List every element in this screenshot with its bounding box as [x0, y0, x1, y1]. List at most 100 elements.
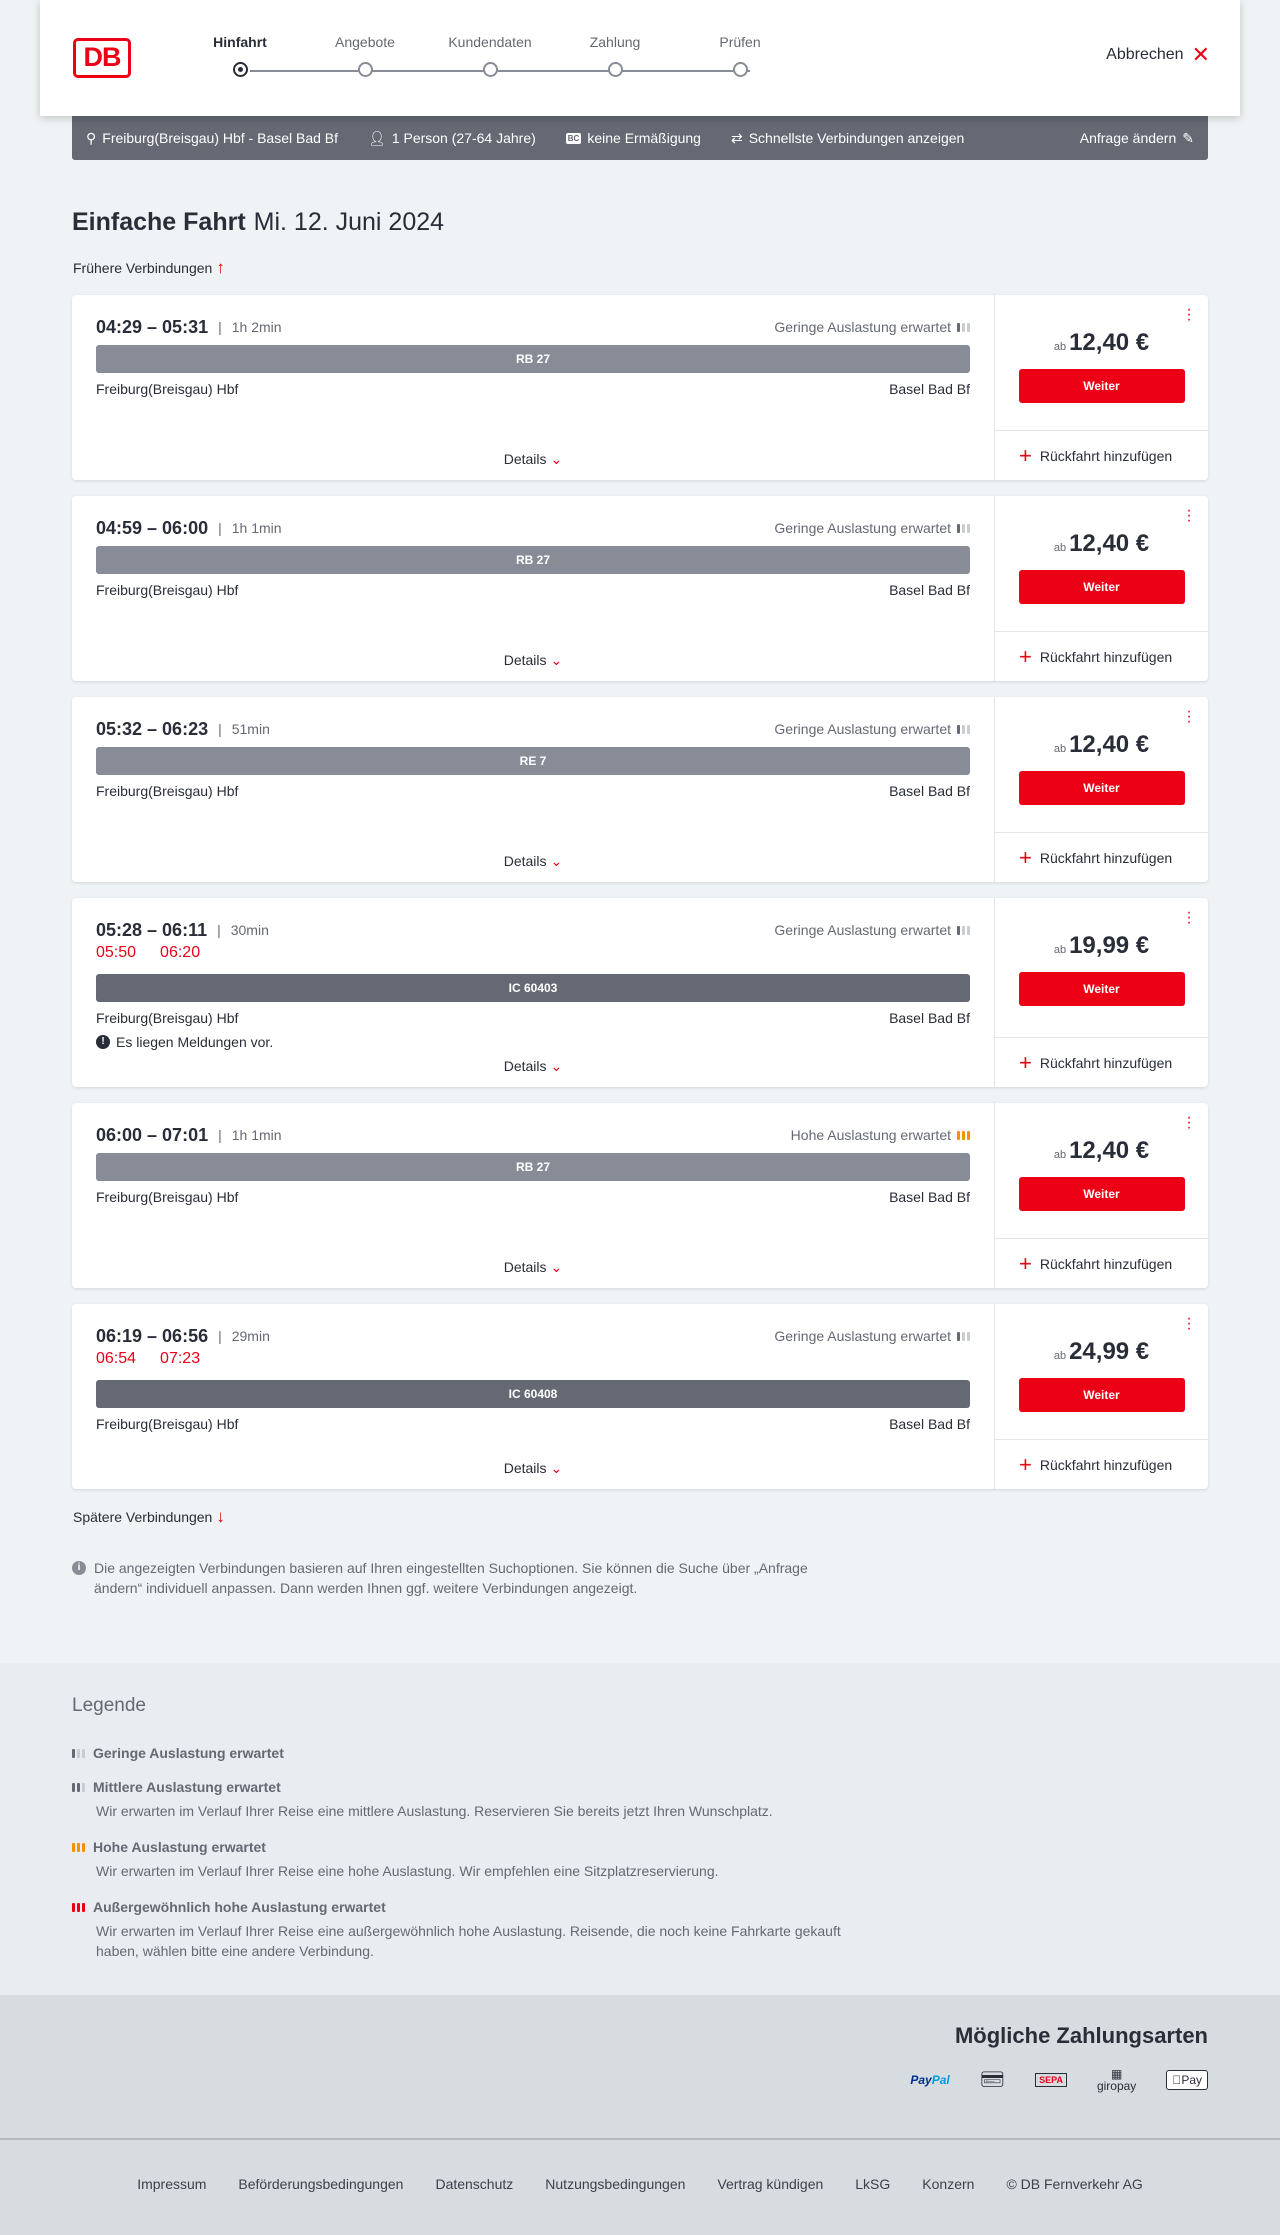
more-options-icon[interactable]: · · · — [1186, 301, 1192, 328]
more-options-icon[interactable]: · · · — [1186, 904, 1192, 931]
footer-link[interactable]: Impressum — [137, 2175, 207, 2192]
add-return-button[interactable]: + Rückfahrt hinzufügen — [995, 1037, 1208, 1087]
divider: | — [218, 319, 222, 335]
price: ab 12,40 € — [995, 731, 1208, 759]
cancel-label: Abbrechen — [1106, 46, 1184, 63]
departure-arrival-times: 06:00 – 07:01 — [96, 1124, 209, 1145]
destination-station: Basel Bad Bf — [889, 381, 970, 397]
earlier-connections-link[interactable]: Frühere Verbindungen ↑ — [73, 258, 225, 278]
add-return-button[interactable]: + Rückfahrt hinzufügen — [995, 1439, 1208, 1489]
more-options-icon[interactable]: · · · — [1186, 1109, 1192, 1136]
occupancy-icon — [957, 1331, 970, 1341]
price: ab 12,40 € — [995, 1137, 1208, 1165]
legend-item: Hohe Auslastung erwartet Wir erwarten im … — [72, 1839, 872, 1881]
arrow-down-icon: ↓ — [216, 1507, 225, 1526]
plus-icon: + — [1019, 442, 1032, 468]
details-toggle[interactable]: Details ⌄ — [96, 1050, 970, 1075]
edit-request-button[interactable]: Anfrage ändern ✎ — [1080, 130, 1194, 147]
add-return-label: Rückfahrt hinzufügen — [1039, 1255, 1173, 1272]
alert-icon: ! — [96, 1035, 110, 1049]
duration: 1h 1min — [231, 1127, 282, 1143]
continue-button[interactable]: Weiter — [1018, 369, 1185, 403]
add-return-button[interactable]: + Rückfahrt hinzufügen — [995, 1238, 1208, 1288]
offer-panel: · · · ab 12,40 € Weiter + Rückfahrt hinzufüg… — [994, 295, 1208, 480]
occupancy-status: Geringe Auslastung erwartet — [774, 721, 970, 737]
departure-arrival-times: 04:29 – 05:31 — [96, 316, 209, 337]
option-text: Schnellste Verbindungen anzeigen — [748, 130, 965, 146]
continue-button[interactable]: Weiter — [1018, 1378, 1185, 1412]
later-connections-link[interactable]: Spätere Verbindungen ↓ — [73, 1507, 225, 1527]
more-options-icon[interactable]: · · · — [1186, 1310, 1192, 1337]
add-return-button[interactable]: + Rückfahrt hinzufügen — [995, 430, 1208, 480]
departure-arrival-times: 05:28 – 06:11 — [96, 919, 208, 940]
add-return-button[interactable]: + Rückfahrt hinzufügen — [995, 631, 1208, 681]
details-toggle[interactable]: Details ⌄ — [96, 1452, 970, 1477]
price: ab 12,40 € — [995, 530, 1208, 558]
connection-card: 05:32 – 06:23 | 51min Geringe Auslastung e… — [72, 697, 1208, 882]
step-4: Prüfen — [680, 34, 800, 77]
search-summary-bar: ⚲ Freiburg(Breisgau) Hbf - Basel Bad Bf 👤… — [72, 116, 1208, 160]
swap-icon: ⇄ — [730, 129, 743, 146]
cancel-button[interactable]: Abbrechen ✕ — [1106, 44, 1210, 66]
divider: | — [218, 1127, 222, 1143]
occupancy-text: Geringe Auslastung erwartet — [774, 922, 951, 938]
details-toggle[interactable]: Details ⌄ — [96, 1251, 970, 1276]
legend-item-title: Hohe Auslastung erwartet — [93, 1839, 266, 1855]
occupancy-icon — [957, 523, 970, 533]
more-options-icon[interactable]: · · · — [1186, 703, 1192, 730]
legend-title: Legende — [72, 1695, 146, 1716]
person-icon: 👤︎ — [368, 129, 386, 146]
origin-station: Freiburg(Breisgau) Hbf — [96, 381, 239, 397]
price-prefix: ab — [1053, 542, 1067, 554]
continue-button[interactable]: Weiter — [1018, 972, 1185, 1006]
plus-icon: + — [1019, 1049, 1032, 1075]
passengers-text: 1 Person (27-64 Jahre) — [391, 130, 536, 146]
footer-link[interactable]: Datenschutz — [435, 2175, 514, 2192]
sepa-icon: SEPA — [1035, 2072, 1067, 2087]
step-label: Kundendaten — [448, 34, 532, 50]
occupancy-status: Geringe Auslastung erwartet — [774, 922, 970, 938]
add-return-label: Rückfahrt hinzufügen — [1039, 1054, 1173, 1071]
continue-button[interactable]: Weiter — [1018, 771, 1185, 805]
offer-panel: · · · ab 12,40 € Weiter + Rückfahrt hinzufüg… — [994, 697, 1208, 882]
notice-text: Es liegen Meldungen vor. — [116, 1034, 274, 1050]
paypal-icon: PayPal — [910, 2072, 950, 2087]
legend-item-title: Mittlere Auslastung erwartet — [93, 1779, 281, 1795]
occupancy-high-icon — [72, 1842, 85, 1852]
add-return-button[interactable]: + Rückfahrt hinzufügen — [995, 832, 1208, 882]
info-icon: i — [72, 1561, 86, 1575]
duration: 29min — [231, 1328, 270, 1344]
offer-panel: · · · ab 12,40 € Weiter + Rückfahrt hinzufüg… — [994, 496, 1208, 681]
price-prefix: ab — [1053, 341, 1067, 353]
footer-link[interactable]: Beförderungsbedingungen — [238, 2175, 404, 2192]
legend-item-text: Wir erwarten im Verlauf Ihrer Reise eine… — [96, 1863, 719, 1879]
footer-link[interactable]: Konzern — [922, 2175, 975, 2192]
connection-list: 04:29 – 05:31 | 1h 2min Geringe Auslastung… — [72, 295, 1208, 1505]
notice[interactable]: ! Es liegen Meldungen vor. — [96, 1034, 970, 1050]
db-logo[interactable]: DB — [73, 38, 131, 78]
continue-button[interactable]: Weiter — [1018, 1177, 1185, 1211]
progress-line — [250, 70, 750, 72]
chevron-down-icon: ⌄ — [550, 451, 563, 467]
footer-link[interactable]: Nutzungsbedingungen — [545, 2175, 686, 2192]
continue-button[interactable]: Weiter — [1018, 570, 1185, 604]
footer-link[interactable]: LkSG — [855, 2175, 891, 2192]
footer-link[interactable]: © DB Fernverkehr AG — [1006, 2175, 1143, 2192]
footer-link[interactable]: Vertrag kündigen — [717, 2175, 824, 2192]
details-toggle[interactable]: Details ⌄ — [96, 845, 970, 870]
more-options-icon[interactable]: · · · — [1186, 502, 1192, 529]
step-1: Angebote — [305, 34, 425, 77]
divider: | — [217, 922, 221, 938]
occupancy-text: Geringe Auslastung erwartet — [774, 721, 951, 737]
details-toggle[interactable]: Details ⌄ — [96, 443, 970, 468]
connection-info: 04:29 – 05:31 | 1h 2min Geringe Auslastung… — [72, 295, 994, 480]
credit-card-icon: 💳︎ — [979, 2069, 1006, 2091]
price-value: 12,40 € — [1069, 731, 1150, 758]
details-toggle[interactable]: Details ⌄ — [96, 644, 970, 669]
divider: | — [218, 721, 222, 737]
occupancy-icon — [957, 925, 970, 935]
arrow-up-icon: ↑ — [216, 258, 225, 277]
legend-item: Geringe Auslastung erwartet — [72, 1745, 872, 1761]
price-prefix: ab — [1053, 1350, 1067, 1362]
connection-info: 04:59 – 06:00 | 1h 1min Geringe Auslastung… — [72, 496, 994, 681]
